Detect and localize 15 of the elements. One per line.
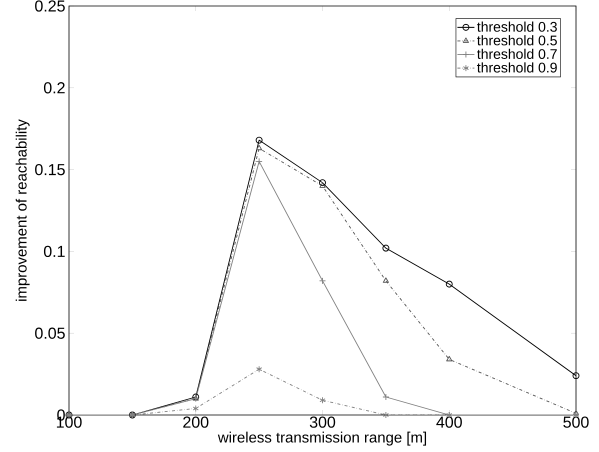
x-tick-label: 500 — [563, 416, 589, 428]
y-axis-title: improvement of reachability — [16, 119, 30, 301]
x-tick-label: 300 — [310, 416, 336, 428]
legend-label: threshold 0.7 — [477, 48, 557, 59]
legend-label: threshold 0.3 — [477, 22, 557, 32]
legend-label: threshold 0.9 — [477, 62, 557, 73]
y-tick-label: 0.1 — [44, 246, 65, 258]
legend-label: threshold 0.5 — [477, 35, 557, 46]
x-tick-label: 200 — [183, 416, 208, 428]
y-tick-label: 0.25 — [35, 0, 65, 12]
x-tick-label: 400 — [436, 416, 462, 428]
y-tick-label: 0.2 — [44, 82, 65, 94]
y-tick-label: 0.05 — [35, 328, 65, 339]
y-tick-label: 0.15 — [35, 164, 65, 176]
x-axis-title: wireless transmission range [m] — [218, 432, 426, 446]
